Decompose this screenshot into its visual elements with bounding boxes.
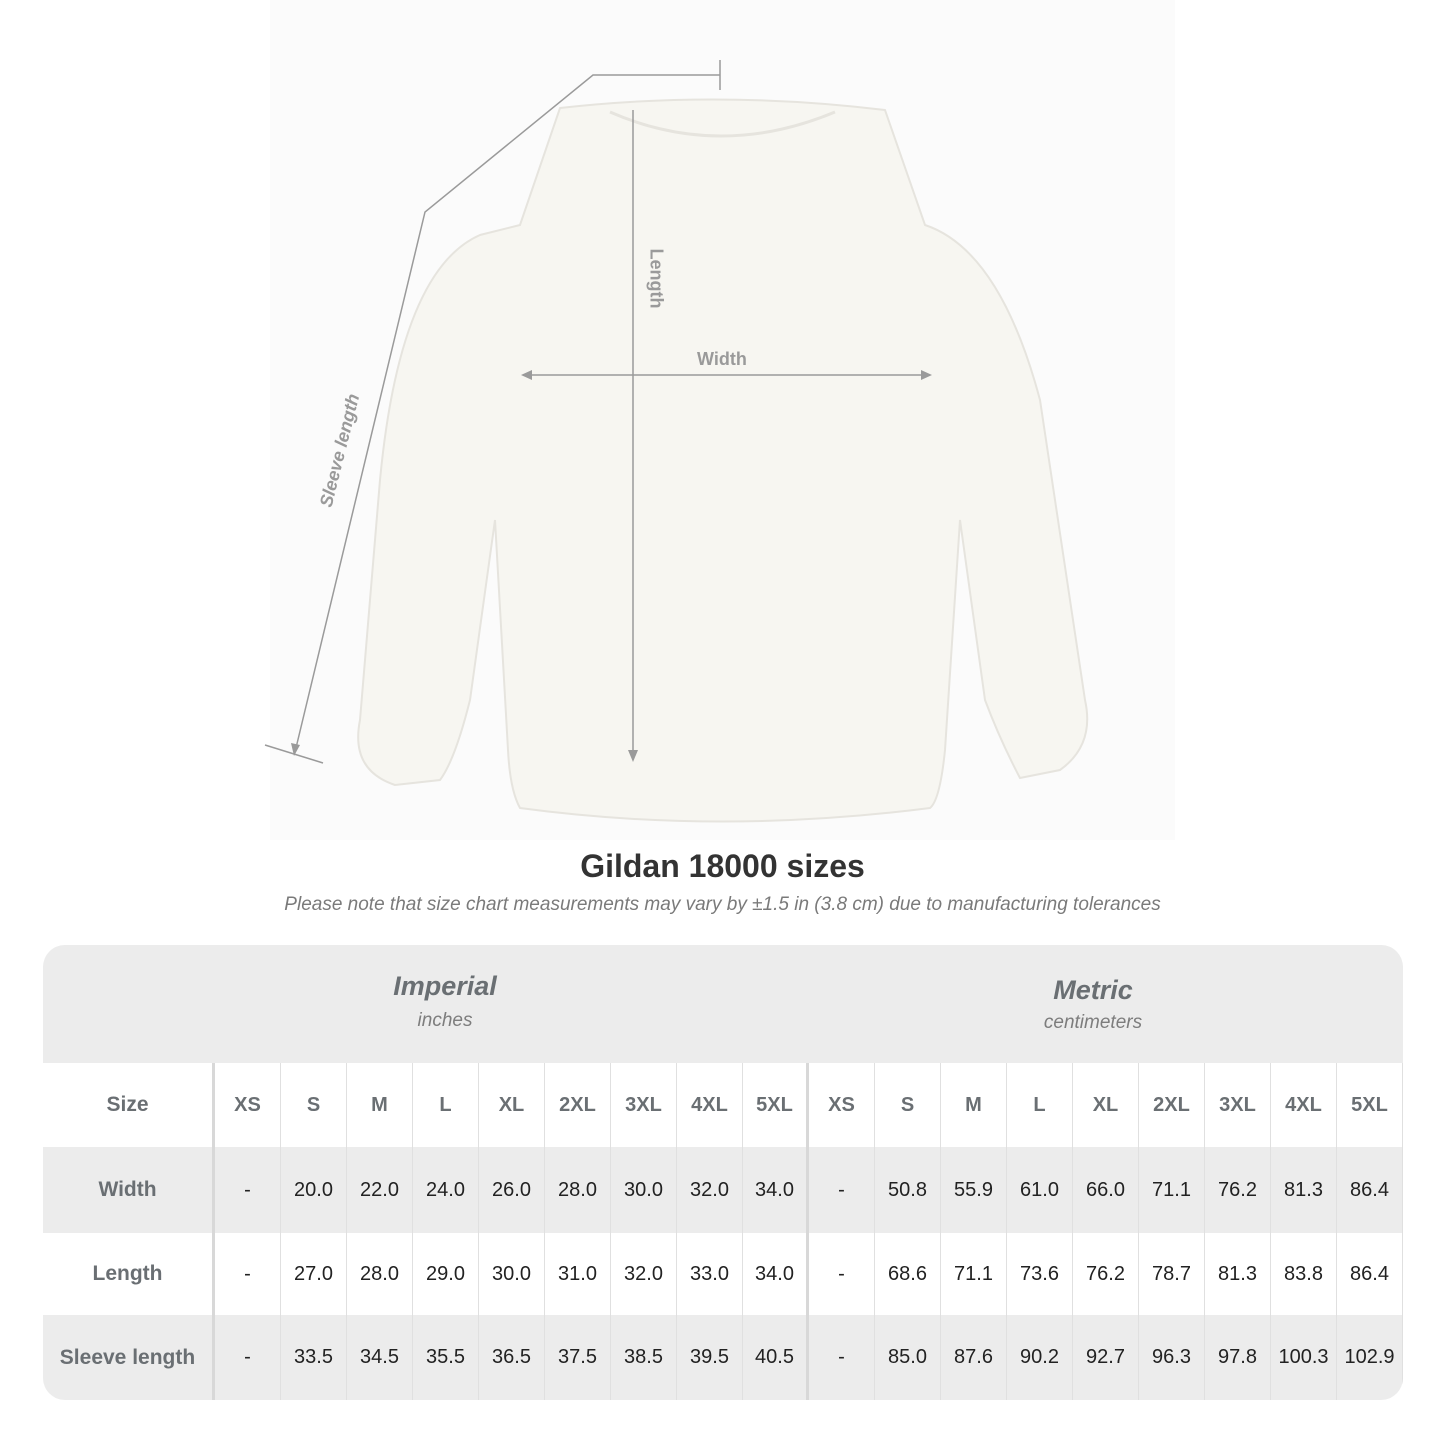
metric-size-header: XL [1073, 1063, 1139, 1147]
metric-size-header: 3XL [1205, 1063, 1271, 1147]
imperial-size-header: 4XL [677, 1063, 743, 1147]
imperial-size-header: 2XL [545, 1063, 611, 1147]
metric-value-cell: 71.1 [941, 1233, 1007, 1315]
metric-value-cell: 86.4 [1337, 1233, 1403, 1315]
sleeve-length-line [294, 74, 720, 753]
metric-value-cell: 87.6 [941, 1315, 1007, 1400]
imperial-value-cell: 30.0 [479, 1233, 545, 1315]
imperial-value-cell: 34.0 [743, 1233, 809, 1315]
metric-value-cell: 90.2 [1007, 1315, 1073, 1400]
metric-title: Metric [1053, 975, 1133, 1005]
metric-value-cell: 76.2 [1073, 1233, 1139, 1315]
row-label: Size [43, 1063, 215, 1147]
size-header-row: Size XS S M L XL 2XL 3XL 4XL 5XL XS S M L XL 2XL 3XL 4XL 5… [43, 1063, 1403, 1147]
metric-value-cell: - [809, 1233, 875, 1315]
imperial-value-cell: 37.5 [545, 1315, 611, 1400]
imperial-value-cell: 31.0 [545, 1233, 611, 1315]
metric-header: Metric centimeters [810, 945, 1376, 1063]
imperial-size-header: S [281, 1063, 347, 1147]
imperial-title: Imperial [393, 971, 497, 1001]
metric-value-cell: 68.6 [875, 1233, 941, 1315]
imperial-value-cell: 34.0 [743, 1147, 809, 1233]
metric-value-cell: 50.8 [875, 1147, 941, 1233]
imperial-size-header: 3XL [611, 1063, 677, 1147]
metric-size-header: 4XL [1271, 1063, 1337, 1147]
metric-size-header: L [1007, 1063, 1073, 1147]
metric-value-cell: 55.9 [941, 1147, 1007, 1233]
imperial-value-cell: 33.0 [677, 1233, 743, 1315]
metric-size-header: XS [809, 1063, 875, 1147]
imperial-value-cell: 35.5 [413, 1315, 479, 1400]
sweatshirt-image [357, 98, 1089, 823]
row-label: Length [43, 1233, 215, 1315]
metric-value-cell: 86.4 [1337, 1147, 1403, 1233]
metric-value-cell: - [809, 1315, 875, 1400]
metric-size-header: 5XL [1337, 1063, 1403, 1147]
metric-value-cell: 78.7 [1139, 1233, 1205, 1315]
imperial-unit: inches [417, 1010, 473, 1031]
imperial-size-header: 5XL [743, 1063, 809, 1147]
metric-value-cell: 102.9 [1337, 1315, 1403, 1400]
metric-value-cell: 76.2 [1205, 1147, 1271, 1233]
imperial-value-cell: 29.0 [413, 1233, 479, 1315]
sweatshirt-diagram [264, 60, 1089, 823]
imperial-value-cell: 39.5 [677, 1315, 743, 1400]
imperial-value-cell: 24.0 [413, 1147, 479, 1233]
imperial-value-cell: - [215, 1315, 281, 1400]
imperial-size-header: XS [215, 1063, 281, 1147]
imperial-value-cell: 30.0 [611, 1147, 677, 1233]
imperial-value-cell: - [215, 1147, 281, 1233]
metric-value-cell: 97.8 [1205, 1315, 1271, 1400]
metric-unit: centimeters [1043, 1012, 1143, 1033]
metric-size-header: S [875, 1063, 941, 1147]
imperial-value-cell: 38.5 [611, 1315, 677, 1400]
imperial-value-cell: - [215, 1233, 281, 1315]
imperial-size-header: L [413, 1063, 479, 1147]
tolerance-note: Please note that size chart measurements… [284, 894, 1161, 915]
imperial-size-header: M [347, 1063, 413, 1147]
width-label: Width [697, 349, 747, 369]
table-row: Sleeve length -33.5 34.5 35.5 36.5 37.5 38.5 39… [43, 1315, 1403, 1400]
metric-value-cell: 66.0 [1073, 1147, 1139, 1233]
imperial-value-cell: 22.0 [347, 1147, 413, 1233]
size-table: Imperial inches Metric centimeters Size X… [43, 945, 1403, 1400]
metric-value-cell: 81.3 [1205, 1233, 1271, 1315]
metric-value-cell: 85.0 [875, 1315, 941, 1400]
imperial-value-cell: 28.0 [545, 1147, 611, 1233]
imperial-value-cell: 32.0 [611, 1233, 677, 1315]
imperial-value-cell: 34.5 [347, 1315, 413, 1400]
imperial-value-cell: 20.0 [281, 1147, 347, 1233]
metric-value-cell: 71.1 [1139, 1147, 1205, 1233]
metric-value-cell: 83.8 [1271, 1233, 1337, 1315]
imperial-value-cell: 28.0 [347, 1233, 413, 1315]
length-label: Length [646, 248, 667, 309]
metric-size-header: 2XL [1139, 1063, 1205, 1147]
metric-value-cell: 61.0 [1007, 1147, 1073, 1233]
imperial-value-cell: 33.5 [281, 1315, 347, 1400]
metric-value-cell: 92.7 [1073, 1315, 1139, 1400]
metric-value-cell: 96.3 [1139, 1315, 1205, 1400]
collar [609, 110, 836, 138]
metric-value-cell: 81.3 [1271, 1147, 1337, 1233]
metric-value-cell: 100.3 [1271, 1315, 1337, 1400]
metric-size-header: M [941, 1063, 1007, 1147]
imperial-value-cell: 26.0 [479, 1147, 545, 1233]
imperial-value-cell: 27.0 [281, 1233, 347, 1315]
imperial-value-cell: 36.5 [479, 1315, 545, 1400]
page-title: Gildan 18000 sizes [580, 848, 865, 884]
imperial-value-cell: 40.5 [743, 1315, 809, 1400]
table-row: Width -20.0 22.0 24.0 26.0 28.0 30.0 32.0 34.0-5… [43, 1147, 1403, 1233]
table-row: Length -27.0 28.0 29.0 30.0 31.0 32.0 33.0 34.0-… [43, 1233, 1403, 1315]
imperial-header: Imperial inches [215, 945, 675, 1063]
metric-value-cell: 73.6 [1007, 1233, 1073, 1315]
imperial-size-header: XL [479, 1063, 545, 1147]
row-label: Width [43, 1147, 215, 1233]
row-label: Sleeve length [43, 1315, 215, 1400]
metric-value-cell: - [809, 1147, 875, 1233]
imperial-value-cell: 32.0 [677, 1147, 743, 1233]
